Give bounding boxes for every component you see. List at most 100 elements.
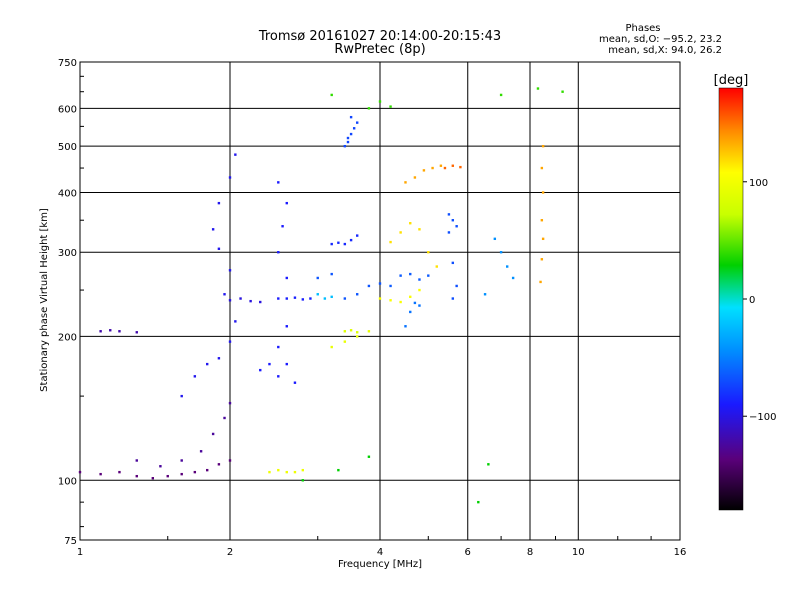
data-point — [346, 136, 350, 140]
data-point — [439, 164, 443, 167]
data-point — [301, 298, 305, 301]
data-point — [285, 276, 288, 280]
data-point — [355, 121, 359, 124]
data-point — [301, 468, 305, 472]
data-point — [399, 300, 402, 304]
data-point — [330, 272, 333, 276]
data-point — [477, 500, 480, 504]
data-point — [355, 234, 359, 237]
y-tick-label: 750 — [58, 58, 77, 69]
data-point — [343, 297, 347, 300]
data-point — [399, 274, 402, 277]
data-point — [451, 164, 455, 167]
y-tick-label: 75 — [64, 536, 77, 547]
data-point — [451, 297, 455, 300]
data-point — [249, 299, 252, 303]
data-point — [355, 335, 359, 338]
data-point — [277, 297, 280, 300]
data-point — [367, 284, 371, 288]
data-point — [193, 470, 197, 474]
data-point — [316, 276, 319, 280]
data-point — [217, 357, 221, 360]
data-point — [228, 299, 232, 302]
data-point — [505, 265, 509, 268]
data-point — [389, 240, 392, 244]
data-point — [301, 479, 305, 482]
colorbar-tick-label: 100 — [749, 178, 768, 189]
data-point — [418, 304, 421, 307]
data-point — [277, 181, 280, 184]
data-point — [239, 297, 242, 300]
data-point — [431, 166, 434, 170]
data-point — [293, 470, 297, 474]
data-point — [349, 115, 353, 119]
data-point — [223, 293, 226, 296]
data-point — [223, 416, 226, 420]
data-point — [330, 93, 333, 97]
data-point — [422, 169, 426, 172]
data-point — [285, 325, 288, 328]
data-point — [540, 166, 544, 170]
data-point — [541, 191, 545, 194]
x-tick-label: 1 — [77, 547, 83, 558]
data-point — [78, 470, 82, 474]
data-point — [211, 432, 215, 436]
data-point — [180, 394, 183, 398]
data-point — [349, 238, 353, 242]
data-point — [418, 228, 421, 231]
data-point — [228, 340, 232, 343]
data-point — [337, 468, 340, 472]
data-point — [346, 140, 350, 144]
data-point — [367, 455, 371, 458]
data-point — [409, 272, 412, 276]
phase-stats-o: mean, sd,O: −95.2, 23.2 — [599, 34, 722, 45]
y-tick-label: 600 — [58, 104, 77, 115]
data-point — [211, 228, 215, 231]
grid-lines — [80, 62, 680, 540]
y-tick-label: 100 — [58, 476, 77, 487]
data-point — [281, 225, 284, 228]
data-point — [199, 450, 203, 453]
data-point — [337, 241, 340, 244]
data-point — [323, 297, 327, 300]
data-point — [389, 299, 392, 302]
data-point — [409, 310, 412, 314]
y-axis-ticks: 75 100 200 300 400 500 600 750 — [58, 58, 84, 547]
data-point — [343, 144, 347, 148]
x-tick-label: 10 — [572, 547, 585, 558]
data-point — [451, 261, 455, 265]
data-point — [427, 251, 430, 254]
colorbar-tick-label: −100 — [749, 412, 776, 423]
x-axis-label: Frequency [MHz] — [338, 559, 422, 570]
data-point — [118, 330, 121, 333]
x-tick-label: 16 — [674, 547, 687, 558]
data-point — [493, 237, 497, 241]
data-point — [389, 105, 392, 108]
data-point — [277, 375, 280, 378]
data-point — [378, 282, 382, 285]
phase-stats-x: mean, sd,X: 94.0, 26.2 — [608, 45, 722, 56]
colorbar — [718, 87, 744, 511]
y-axis-label: Stationary phase Virtual Height [km] — [39, 208, 50, 392]
data-point — [443, 166, 447, 170]
data-point — [285, 470, 288, 474]
data-point — [135, 474, 138, 478]
data-point — [541, 237, 545, 241]
data-point — [378, 100, 382, 103]
data-point — [427, 274, 430, 277]
data-point — [259, 368, 262, 372]
data-point — [352, 127, 356, 130]
data-point — [205, 362, 209, 366]
data-point — [447, 213, 451, 216]
data-point — [228, 459, 232, 462]
data-point — [451, 219, 455, 222]
data-point — [459, 165, 462, 169]
data-point — [234, 320, 237, 323]
data-point — [135, 331, 138, 334]
data-point — [355, 293, 359, 296]
data-point — [205, 468, 209, 472]
y-tick-label: 200 — [58, 332, 77, 343]
data-point — [99, 472, 102, 476]
y-tick-label: 500 — [58, 142, 77, 153]
data-point — [343, 242, 347, 246]
